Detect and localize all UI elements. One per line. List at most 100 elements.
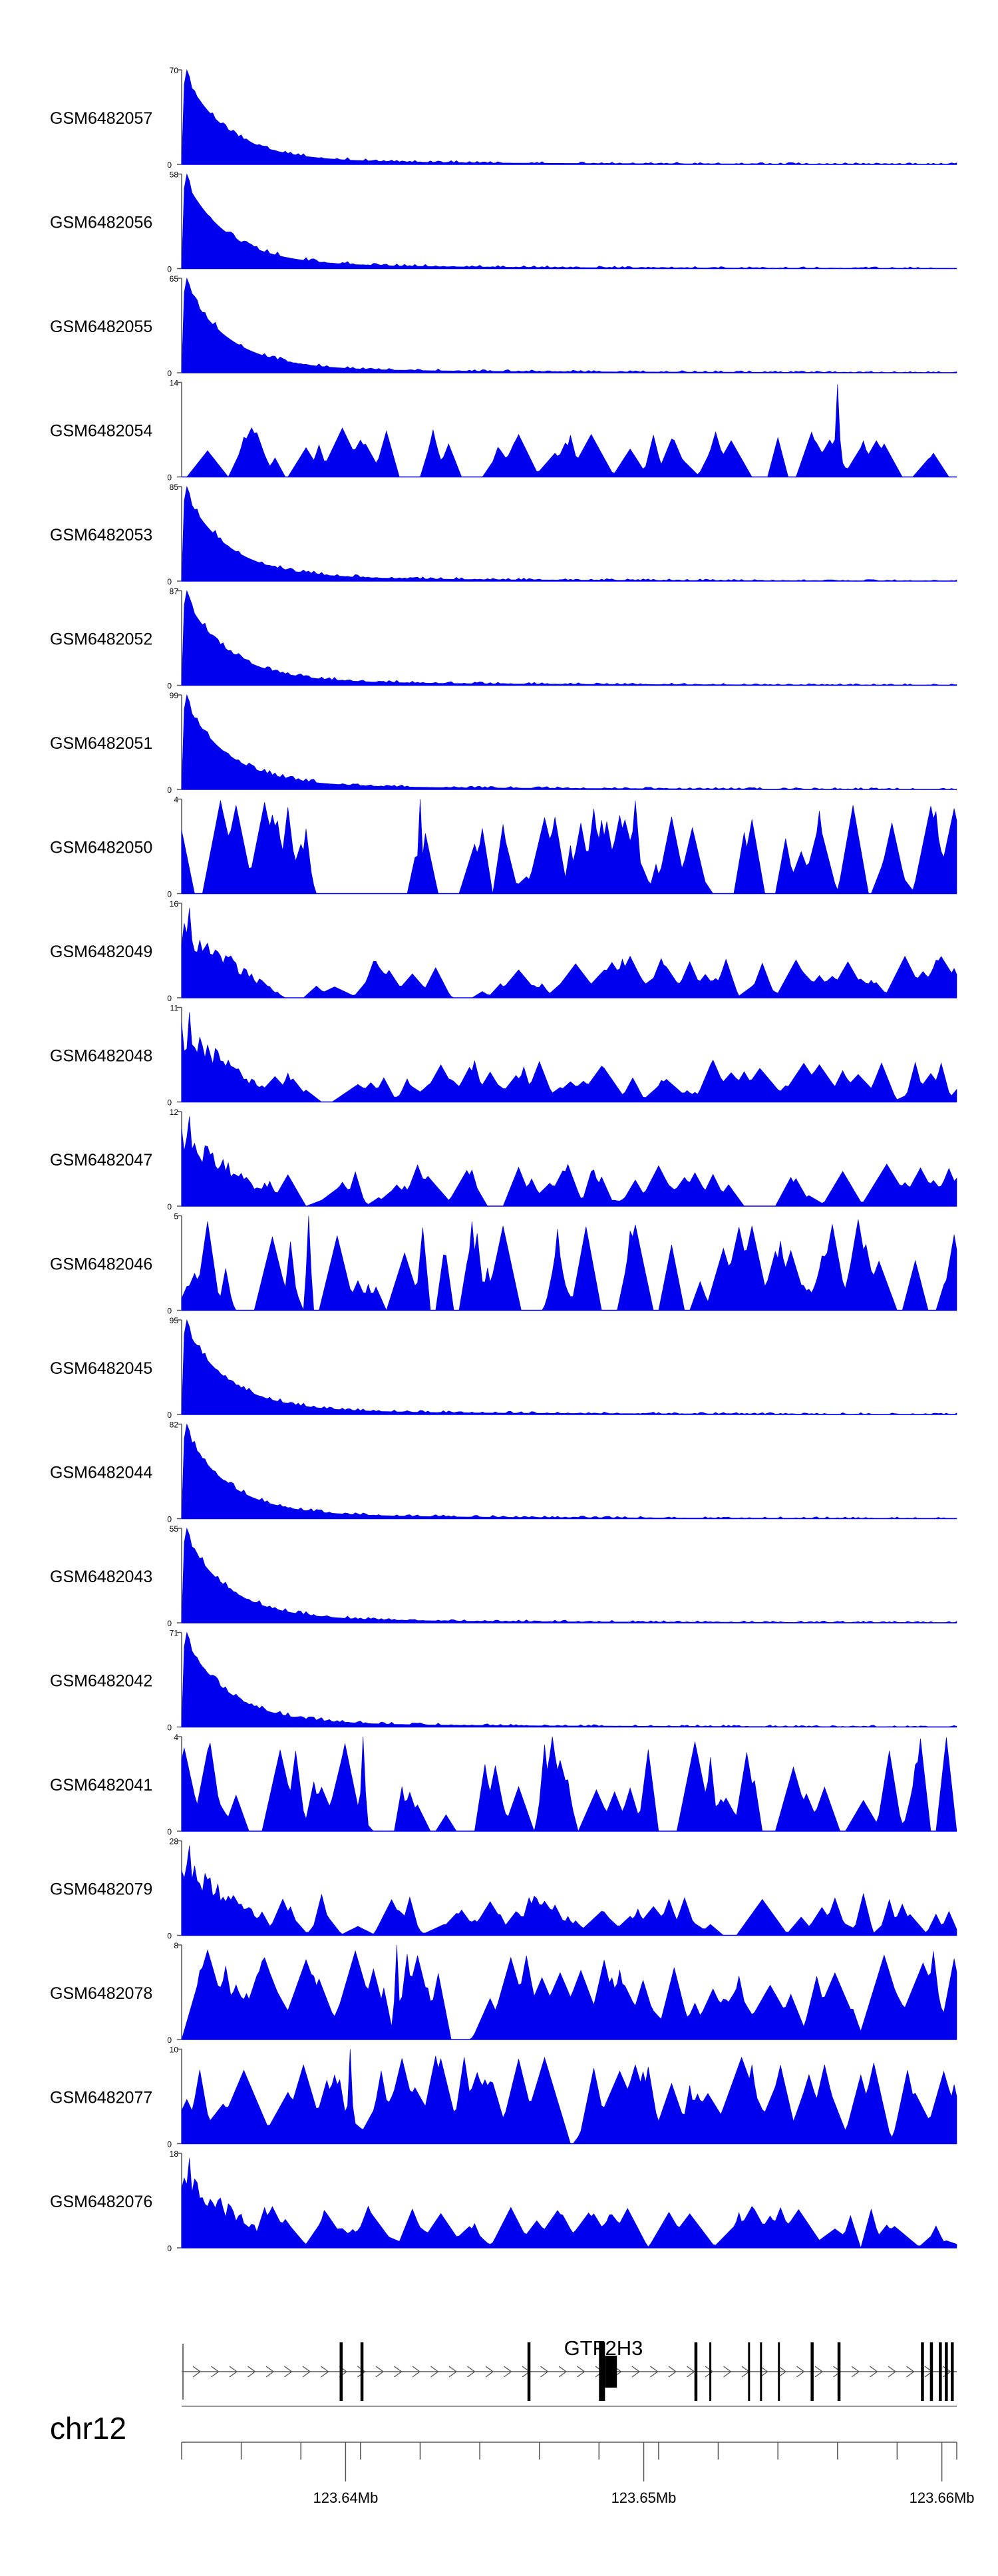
track-ymin-label: 0 (167, 473, 172, 483)
track-ymax-label: 18 (170, 2149, 179, 2159)
track-GSM6482079: GSM6482079 28 0 (50, 1837, 957, 1941)
coverage-area (181, 173, 957, 269)
coverage-area (181, 2049, 957, 2144)
track-name-label: GSM6482052 (50, 630, 152, 649)
exon-block (748, 2342, 750, 2401)
coverage-area (181, 590, 957, 686)
axis-tick-label: 123.65Mb (611, 2489, 677, 2506)
strand-arrow (778, 2366, 787, 2378)
strand-arrow (375, 2366, 385, 2378)
track-ymin-label: 0 (167, 1723, 172, 1733)
track-ymax-label: 28 (170, 1837, 179, 1846)
track-ymax-label: 4 (174, 795, 178, 805)
track-name-label: GSM6482042 (50, 1672, 152, 1691)
exon-block (810, 2342, 814, 2401)
track-name-label: GSM6482041 (50, 1776, 152, 1795)
strand-arrow (248, 2366, 256, 2378)
track-GSM6482049: GSM6482049 16 0 (50, 899, 957, 1003)
strand-arrow (723, 2366, 732, 2378)
track-GSM6482056: GSM6482056 58 0 (50, 170, 957, 274)
track-GSM6482057: GSM6482057 70 0 (50, 66, 957, 170)
track-ymin-label: 0 (167, 890, 172, 899)
strand-arrow (814, 2366, 824, 2378)
track-name-label: GSM6482057 (50, 109, 152, 128)
strand-arrow (211, 2366, 220, 2378)
strand-arrow (284, 2366, 293, 2378)
track-name-label: GSM6482079 (50, 1880, 152, 1899)
strand-arrow (448, 2366, 458, 2378)
coverage-area (181, 1116, 957, 1207)
track-name-label: GSM6482046 (50, 1255, 152, 1274)
track-ymax-label: 8 (174, 1941, 178, 1950)
coverage-area (181, 908, 957, 998)
track-ymin-label: 0 (167, 1202, 172, 1211)
track-GSM6482052: GSM6482052 87 0 (50, 587, 957, 691)
track-ymin-label: 0 (167, 265, 172, 274)
coverage-tracks: GSM6482057700GSM6482056580GSM6482055650G… (50, 66, 957, 2253)
strand-arrow (558, 2366, 568, 2378)
exon-block (527, 2342, 531, 2401)
strand-arrow (504, 2366, 512, 2378)
strand-arrow (851, 2366, 860, 2378)
track-GSM6482046: GSM6482046 5 0 (50, 1212, 957, 1316)
exon-block (837, 2342, 841, 2401)
track-name-label: GSM6482044 (50, 1464, 152, 1482)
coverage-area (181, 694, 957, 790)
track-GSM6482055: GSM6482055 65 0 (50, 274, 957, 378)
exon-block (605, 2356, 617, 2388)
track-name-label: GSM6482043 (50, 1568, 152, 1586)
track-ymin-label: 0 (167, 1619, 172, 1628)
track-ymax-label: 82 (170, 1420, 179, 1430)
track-GSM6482044: GSM6482044 82 0 (50, 1420, 957, 1524)
track-ymin-label: 0 (167, 1932, 172, 1941)
track-name-label: GSM6482053 (50, 526, 152, 544)
strand-arrow (229, 2366, 238, 2378)
exon-block (360, 2342, 364, 2401)
track-name-label: GSM6482078 (50, 1984, 152, 2003)
strand-arrow (796, 2366, 805, 2378)
strand-arrow (302, 2366, 311, 2378)
track-name-label: GSM6482054 (50, 422, 152, 441)
track-ymin-label: 0 (167, 1410, 172, 1420)
coverage-area (181, 69, 957, 165)
strand-arrow (394, 2366, 403, 2378)
exon-block (709, 2342, 712, 2401)
coverage-area (181, 1319, 957, 1415)
coverage-area (181, 2158, 957, 2249)
exon-block (929, 2342, 933, 2401)
track-GSM6482051: GSM6482051 99 0 (50, 691, 957, 795)
track-ymax-label: 58 (170, 170, 179, 180)
strand-arrow (705, 2366, 714, 2378)
strand-arrow (485, 2366, 494, 2378)
strand-arrow (833, 2366, 842, 2378)
track-ymax-label: 85 (170, 483, 179, 492)
track-ymax-label: 65 (170, 274, 179, 284)
strand-arrow (870, 2366, 878, 2378)
coverage-area (181, 1944, 957, 2040)
strand-arrow (888, 2366, 897, 2378)
track-ymin-label: 0 (167, 785, 172, 795)
track-ymax-label: 14 (170, 379, 179, 388)
strand-arrow (412, 2366, 421, 2378)
strand-arrow (668, 2366, 677, 2378)
strand-arrow (467, 2366, 476, 2378)
track-ymax-label: 5 (174, 1212, 178, 1221)
track-GSM6482048: GSM6482048 11 0 (50, 1004, 957, 1108)
track-GSM6482047: GSM6482047 12 0 (50, 1108, 957, 1211)
track-ymax-label: 4 (174, 1733, 178, 1742)
coverage-area (181, 1736, 957, 1832)
strand-arrow (687, 2366, 695, 2378)
exon-block (339, 2342, 343, 2401)
track-name-label: GSM6482077 (50, 2089, 152, 2107)
track-ymax-label: 16 (170, 899, 179, 909)
track-GSM6482077: GSM6482077 10 0 (50, 2045, 957, 2149)
track-name-label: GSM6482050 (50, 839, 152, 857)
strand-arrow (357, 2366, 366, 2378)
track-ymin-label: 0 (167, 2140, 172, 2149)
genome-axis: chr12 123.64Mb 123.65Mb 123.66Mb (50, 2406, 975, 2506)
chromosome-label: chr12 (50, 2411, 126, 2446)
track-GSM6482076: GSM6482076 18 0 (50, 2149, 957, 2253)
exon-block (945, 2342, 948, 2401)
track-ymin-label: 0 (167, 577, 172, 586)
track-GSM6482041: GSM6482041 4 0 (50, 1733, 957, 1836)
